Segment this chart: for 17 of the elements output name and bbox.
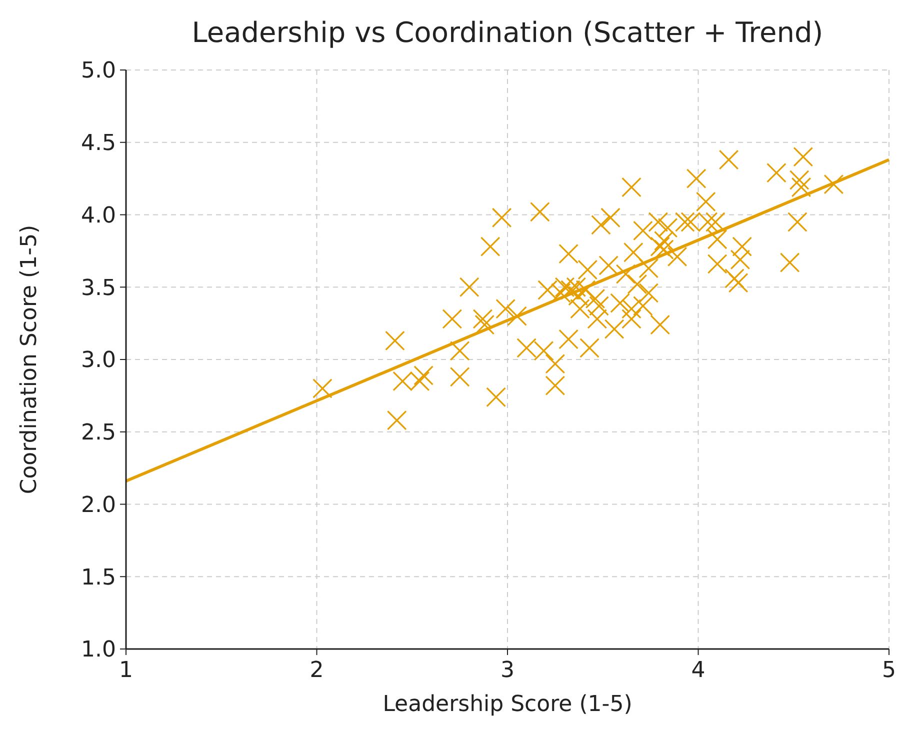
chart-title: Leadership vs Coordination (Scatter + Trend) [192, 16, 824, 49]
x-tick-label: 1 [119, 658, 133, 683]
y-tick-label: 3.5 [81, 276, 116, 301]
y-tick-label: 2.0 [81, 492, 116, 518]
y-tick-label: 1.5 [81, 565, 116, 590]
y-tick-label: 5.0 [81, 58, 116, 84]
x-axis-title: Leadership Score (1-5) [382, 692, 632, 717]
y-tick-label: 4.5 [81, 131, 116, 156]
y-tick-label: 2.5 [81, 420, 116, 446]
x-tick-label: 3 [500, 658, 514, 683]
x-tick-label: 4 [691, 658, 706, 683]
y-tick-label: 3.0 [81, 348, 116, 374]
y-axis-title: Coordination Score (1-5) [17, 224, 42, 494]
x-tick-label: 5 [882, 658, 896, 683]
y-tick-label: 4.0 [81, 203, 116, 228]
y-tick-label: 1.0 [81, 638, 116, 663]
x-tick-label: 2 [310, 658, 324, 683]
